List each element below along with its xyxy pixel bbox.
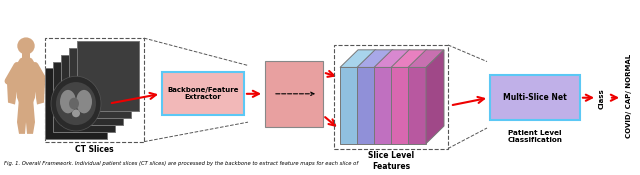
Bar [77, 41, 139, 111]
Polygon shape [426, 50, 444, 144]
Text: Fig. 1. Overall Framework. Individual patient slices (CT slices) are processed b: Fig. 1. Overall Framework. Individual pa… [4, 161, 358, 166]
Bar [69, 48, 131, 118]
Ellipse shape [69, 98, 79, 109]
Bar [490, 75, 580, 120]
Text: COVID/ CAP/ NORMAL: COVID/ CAP/ NORMAL [626, 54, 632, 138]
Bar [45, 68, 107, 139]
Polygon shape [408, 50, 444, 67]
Text: Patient Level
Classification: Patient Level Classification [508, 130, 563, 143]
Bar [162, 72, 244, 115]
Polygon shape [392, 50, 410, 144]
Bar [45, 38, 144, 142]
Polygon shape [391, 50, 427, 67]
Polygon shape [17, 98, 26, 134]
Text: Slice Level
Features: Slice Level Features [368, 151, 414, 171]
Ellipse shape [72, 109, 80, 117]
Polygon shape [357, 50, 393, 67]
Polygon shape [340, 50, 376, 67]
Bar [357, 67, 375, 144]
Bar [340, 67, 358, 144]
Polygon shape [17, 56, 35, 104]
Text: Backbone/Feature
Extractor: Backbone/Feature Extractor [167, 87, 239, 100]
Polygon shape [374, 50, 410, 67]
Polygon shape [7, 68, 20, 104]
Polygon shape [26, 98, 35, 134]
Bar [374, 67, 392, 144]
Text: Multi-Slice Net: Multi-Slice Net [503, 93, 567, 102]
Ellipse shape [51, 76, 101, 131]
Bar [391, 67, 409, 144]
Ellipse shape [76, 90, 92, 113]
Bar [53, 62, 115, 132]
Polygon shape [409, 50, 427, 144]
Bar [265, 61, 323, 127]
Polygon shape [32, 68, 45, 104]
Polygon shape [375, 50, 393, 144]
Text: Class: Class [599, 88, 605, 109]
Bar [61, 55, 123, 125]
Bar [408, 67, 426, 144]
Ellipse shape [60, 90, 76, 113]
Ellipse shape [56, 82, 96, 125]
Circle shape [18, 38, 34, 54]
Bar [334, 45, 448, 149]
Text: CT Slices: CT Slices [75, 145, 114, 154]
Polygon shape [358, 50, 376, 144]
Bar [22, 53, 30, 59]
